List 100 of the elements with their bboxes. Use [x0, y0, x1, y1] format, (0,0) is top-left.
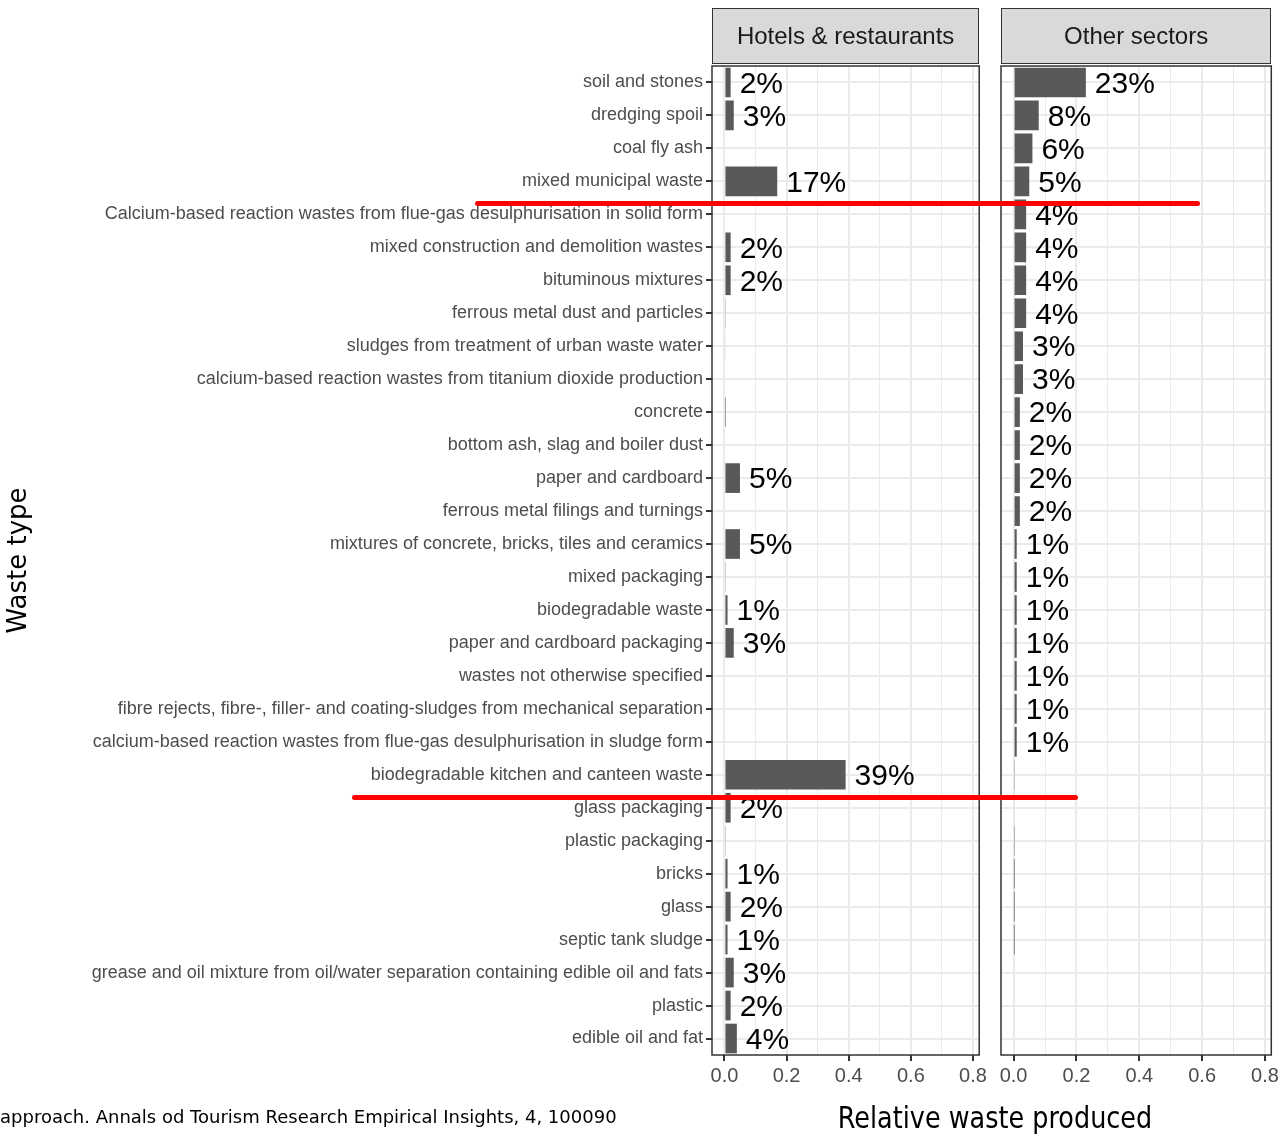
- data-label: 4%: [1035, 296, 1079, 330]
- data-label: 5%: [1038, 164, 1082, 198]
- text: approach. Annals od Tourism Research Empirical Insights, 4, 100090: [0, 1106, 617, 1127]
- x-tick-label: 0.6: [1188, 1063, 1217, 1086]
- bar: [725, 891, 731, 922]
- bar: [1014, 232, 1027, 263]
- data-label: 5%: [748, 461, 793, 495]
- data-label: 4%: [1035, 230, 1079, 264]
- y-tick-label: coal fly ash: [612, 137, 703, 158]
- bar: [1014, 496, 1020, 526]
- data-label: 3%: [742, 626, 787, 660]
- data-label: 2%: [1028, 461, 1073, 495]
- data-label: 23%: [1094, 65, 1155, 99]
- bar: [725, 628, 734, 658]
- y-tick-label: calcium-based reaction wastes from titanium dioxide production: [196, 368, 703, 389]
- data-label: 4%: [1035, 263, 1079, 297]
- chart-title: Other sectors: [1001, 8, 1272, 64]
- y-tick-label: edible oil and fat: [571, 1027, 703, 1048]
- bar: [1014, 726, 1017, 757]
- y-axis-title: Waste type: [2, 487, 33, 634]
- data-label: 17%: [786, 164, 847, 198]
- y-tick-label: fibre rejects, fibre-, filler- and coating-sludges from mechanical separation: [117, 697, 703, 718]
- data-label: 8%: [1047, 98, 1092, 132]
- x-tick-label: 0.0: [999, 1063, 1028, 1086]
- y-tick-label: mixtures of concrete, bricks, tiles and ceramics: [329, 532, 703, 553]
- data-label: 2%: [1028, 395, 1073, 429]
- data-label: 1%: [1025, 725, 1070, 759]
- y-tick-label: ferrous metal dust and particles: [451, 302, 703, 323]
- y-tick-label: mixed packaging: [567, 565, 703, 586]
- bar: [1014, 430, 1020, 460]
- y-tick-label: calcium-based reaction wastes from flue-gas desulphurisation in sludge form: [92, 730, 703, 751]
- data-label: 1%: [736, 856, 780, 890]
- data-label: 1%: [1025, 593, 1070, 627]
- data-label: 6%: [1041, 131, 1085, 165]
- bar: [1014, 661, 1017, 691]
- x-tick-label: 0.2: [772, 1063, 801, 1086]
- x-tick-label: 0.8: [959, 1063, 987, 1086]
- x-tick-label: 0.8: [1251, 1063, 1279, 1086]
- x-tick-label: 0.0: [710, 1063, 739, 1086]
- data-label: 4%: [745, 1021, 790, 1055]
- y-tick-label: dredging spoil: [590, 104, 703, 125]
- bar: [1014, 364, 1023, 395]
- bar: [1014, 628, 1017, 658]
- y-tick-label: mixed municipal waste: [521, 170, 703, 191]
- y-tick-label: paper and cardboard packaging: [448, 631, 703, 652]
- x-tick-label: 0.4: [834, 1063, 863, 1086]
- bar: [1014, 100, 1039, 131]
- y-tick-label: biodegradable waste: [536, 598, 703, 619]
- bar: [725, 463, 740, 493]
- y-tick-label: mixed construction and demolition wastes: [369, 236, 703, 257]
- data-label: 2%: [739, 65, 783, 99]
- bar: [725, 595, 728, 625]
- data-label: 2%: [739, 263, 783, 297]
- chart-title: Hotels & restaurants: [712, 8, 980, 64]
- bar: [725, 265, 731, 296]
- data-label: 1%: [1025, 527, 1070, 561]
- x-tick-label: 0.2: [1062, 1063, 1091, 1086]
- bar: [725, 759, 846, 790]
- data-label: 3%: [1032, 362, 1076, 396]
- y-tick-label: ferrous metal filings and turnings: [442, 500, 703, 521]
- y-tick-label: sludges from treatment of urban waste water: [346, 335, 703, 356]
- data-label: 1%: [1025, 692, 1070, 726]
- y-tick-label: bricks: [655, 862, 703, 883]
- bar: [725, 100, 734, 131]
- bar: [1014, 166, 1030, 197]
- data-label: 3%: [742, 98, 787, 132]
- x-axis-title: Relative waste produced: [836, 1100, 1154, 1135]
- x-tick-label: 0.6: [896, 1063, 925, 1086]
- bar: [1014, 133, 1033, 164]
- data-label: 3%: [742, 955, 787, 989]
- y-tick-label: wastes not otherwise specified: [457, 664, 703, 685]
- bar: [725, 924, 728, 955]
- data-label: 1%: [736, 922, 780, 956]
- y-tick-label: concrete: [633, 401, 703, 422]
- bar: [725, 1023, 737, 1054]
- y-tick-label: biodegradable kitchen and canteen waste: [370, 763, 703, 784]
- y-tick-label: plastic packaging: [564, 829, 703, 850]
- data-label: 2%: [739, 889, 783, 923]
- bar: [1014, 397, 1020, 427]
- data-label: 1%: [736, 593, 780, 627]
- bar: [1014, 331, 1023, 362]
- y-tick-label: Calcium-based reaction wastes from flue-gas desulphurisation in solid form: [104, 203, 703, 224]
- data-label: 4%: [1035, 197, 1079, 231]
- y-tick-label: plastic: [651, 994, 703, 1015]
- bar: [725, 529, 740, 559]
- bar: [1014, 463, 1020, 493]
- bar: [725, 232, 731, 263]
- y-tick-label: soil and stones: [582, 71, 703, 92]
- y-tick-label: septic tank sludge: [558, 928, 703, 949]
- y-tick-label: paper and cardboard: [535, 467, 703, 488]
- data-label: 3%: [1032, 329, 1076, 363]
- bar: [725, 166, 778, 197]
- y-tick-label: bottom ash, slag and boiler dust: [447, 434, 703, 455]
- bar: [1014, 298, 1027, 329]
- data-label: 1%: [1025, 659, 1070, 693]
- bar: [1014, 562, 1017, 592]
- bar: [725, 990, 731, 1021]
- bar: [1014, 265, 1027, 296]
- bar: [1014, 67, 1086, 98]
- bar: [725, 957, 734, 988]
